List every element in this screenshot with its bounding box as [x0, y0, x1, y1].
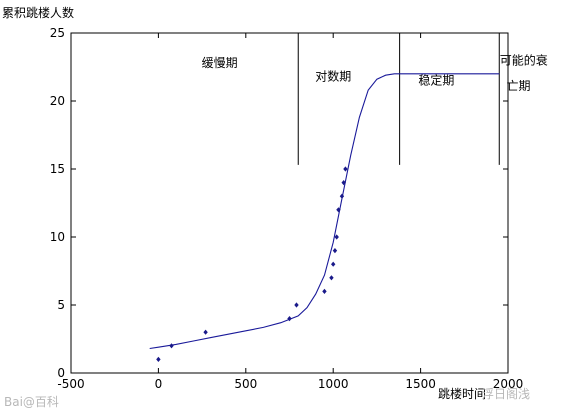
phase-annotation: 对数期 — [315, 69, 351, 84]
y-tick-label: 25 — [50, 26, 65, 40]
data-point — [294, 302, 299, 308]
data-point — [339, 193, 345, 199]
x-tick-label: 0 — [155, 377, 163, 391]
y-tick-label: 20 — [50, 94, 65, 108]
y-tick-label: 15 — [50, 162, 65, 176]
phase-annotation: 稳定期 — [418, 73, 454, 88]
watermark-right: 浮日阁浅 — [482, 387, 530, 401]
y-axis-label: 累积跳楼人数 — [2, 5, 74, 20]
y-tick-label: 0 — [57, 366, 65, 380]
fit-curve-layer — [149, 73, 500, 350]
data-point — [331, 261, 336, 267]
x-axis-label: 跳楼时间 — [438, 386, 486, 401]
data-point — [332, 248, 338, 254]
phase-annotation: 缓慢期 — [202, 56, 238, 70]
data-point — [203, 329, 208, 335]
logistic-fit-curve — [149, 73, 500, 350]
y-tick-label: 10 — [50, 230, 65, 244]
x-tick-label: 1500 — [405, 377, 436, 391]
phase-annotation: 亡期 — [506, 79, 530, 93]
data-point — [287, 316, 292, 322]
y-tick-label: 5 — [57, 298, 65, 312]
x-tick-label: 500 — [234, 377, 257, 391]
phase-dividers — [297, 33, 500, 165]
data-point — [169, 343, 174, 349]
data-point — [322, 288, 327, 294]
data-point — [156, 356, 161, 362]
phase-annotation: 可能的衰 — [500, 52, 548, 67]
data-point — [329, 275, 334, 281]
data-point — [336, 207, 341, 213]
watermark-left: Bai@百科 — [4, 395, 59, 409]
data-point — [334, 234, 339, 240]
data-point — [341, 180, 346, 186]
data-point — [343, 166, 348, 172]
x-tick-label: -500 — [57, 377, 84, 391]
data-points — [156, 166, 348, 362]
x-tick-label: 1000 — [318, 377, 349, 391]
x-tick-label: 2000 — [493, 377, 524, 391]
